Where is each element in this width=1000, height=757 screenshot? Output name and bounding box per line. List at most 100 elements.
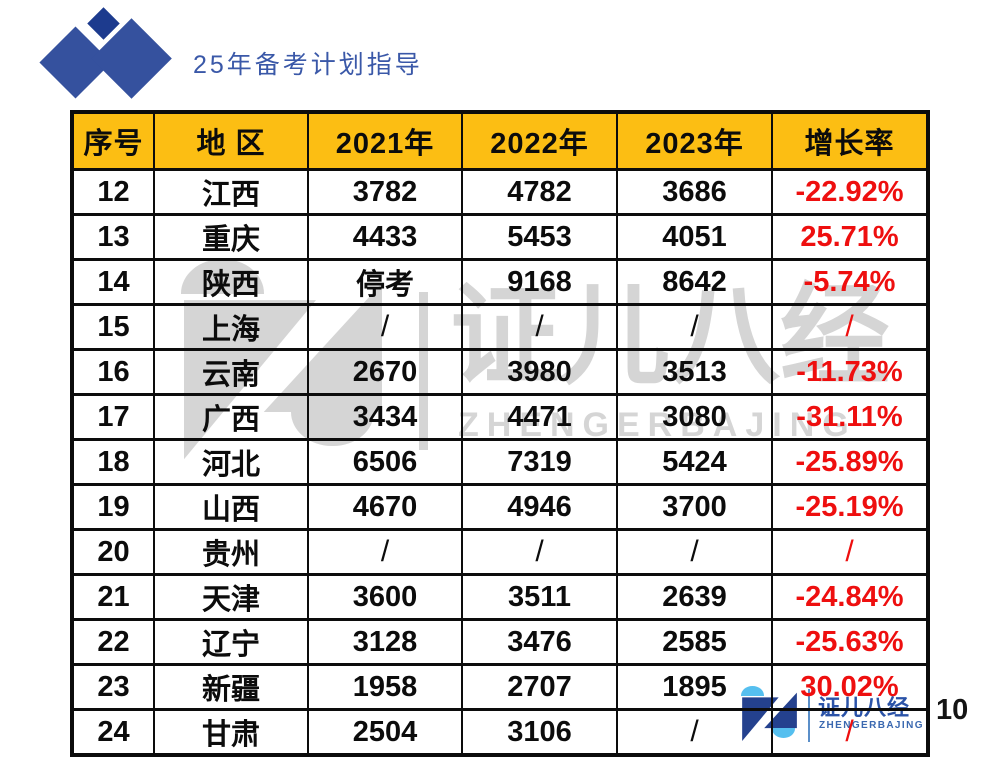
cell-y2023: 3080 bbox=[616, 393, 773, 441]
cell-y2022: 4782 bbox=[461, 168, 618, 216]
table-header-row: 序号地 区 2021年 2022年 2023年 增长率 bbox=[71, 110, 929, 171]
cell-y2023: / bbox=[616, 708, 773, 757]
cell-y2023: 1895 bbox=[616, 663, 773, 711]
cell-no: 22 bbox=[71, 618, 155, 666]
page-number: 10 bbox=[936, 694, 969, 726]
cell-y2022: 4946 bbox=[461, 483, 618, 531]
cell-y2021: 3600 bbox=[307, 573, 463, 621]
cell-region: 江西 bbox=[153, 168, 309, 216]
cell-growth: / bbox=[771, 708, 929, 757]
slide-title: 25年备考计划指导 bbox=[193, 51, 423, 79]
cell-no: 16 bbox=[71, 348, 155, 396]
column-header-1: 地 区 bbox=[153, 110, 309, 171]
cell-no: 23 bbox=[71, 663, 155, 711]
cell-y2021: 3782 bbox=[307, 168, 463, 216]
table-row: 21 天津 3600 3511 2639 -24.84% bbox=[71, 573, 929, 621]
table-row: 22 辽宁 3128 3476 2585 -25.63% bbox=[71, 618, 929, 666]
cell-no: 17 bbox=[71, 393, 155, 441]
cell-y2022: 3980 bbox=[461, 348, 618, 396]
table-row: 16 云南 2670 3980 3513 -11.73% bbox=[71, 348, 929, 396]
cell-no: 19 bbox=[71, 483, 155, 531]
cell-y2021: 2670 bbox=[307, 348, 463, 396]
cell-y2022: 2707 bbox=[461, 663, 618, 711]
column-header-0: 序号 bbox=[71, 110, 155, 171]
cell-growth: -24.84% bbox=[771, 573, 929, 621]
cell-no: 18 bbox=[71, 438, 155, 486]
cell-no: 14 bbox=[71, 258, 155, 306]
cell-y2021: / bbox=[307, 303, 463, 351]
table-row: 20 贵州 / / / / bbox=[71, 528, 929, 576]
cell-no: 21 bbox=[71, 573, 155, 621]
cell-no: 24 bbox=[71, 708, 155, 757]
cell-y2022: 7319 bbox=[461, 438, 618, 486]
table-row: 24 甘肃 2504 3106// bbox=[71, 708, 929, 757]
cell-growth: 30.02% bbox=[771, 663, 929, 711]
column-header-3: 2022年 bbox=[461, 110, 618, 171]
cell-y2022: / bbox=[461, 528, 618, 576]
cell-growth: / bbox=[771, 528, 929, 576]
cell-y2022: 3476 bbox=[461, 618, 618, 666]
cell-region: 甘肃 bbox=[153, 708, 309, 757]
cell-y2022: 3511 bbox=[461, 573, 618, 621]
cell-y2021: 停考 bbox=[307, 258, 463, 306]
cell-region: 广西 bbox=[153, 393, 309, 441]
table-row: 23 新疆 1958 2707 1895 30.02% bbox=[71, 663, 929, 711]
table-body: 12 江西 3782 4782 3686 -22.92% 13 重庆 4433 5453 4051 2… bbox=[71, 168, 929, 757]
cell-y2021: 3128 bbox=[307, 618, 463, 666]
exam-data-table: 序号地 区 2021年 2022年 2023年 增长率 12 江西 3782 4782 3686… bbox=[70, 110, 930, 757]
cell-y2021: 1958 bbox=[307, 663, 463, 711]
table-row: 13 重庆 4433 5453 4051 25.71% bbox=[71, 213, 929, 261]
cell-growth: -25.63% bbox=[771, 618, 929, 666]
table-row: 15 上海 / / / / bbox=[71, 303, 929, 351]
cell-y2023: 3700 bbox=[616, 483, 773, 531]
cell-no: 12 bbox=[71, 168, 155, 216]
cell-region: 重庆 bbox=[153, 213, 309, 261]
cell-growth: -22.92% bbox=[771, 168, 929, 216]
cell-y2023: / bbox=[616, 303, 773, 351]
cell-y2023: 2639 bbox=[616, 573, 773, 621]
table-row: 18 河北 6506 7319 5424 -25.89% bbox=[71, 438, 929, 486]
cell-y2023: / bbox=[616, 528, 773, 576]
cell-no: 13 bbox=[71, 213, 155, 261]
cell-growth: -31.11% bbox=[771, 393, 929, 441]
cell-y2022: 5453 bbox=[461, 213, 618, 261]
cell-y2021: 4670 bbox=[307, 483, 463, 531]
cell-y2022: / bbox=[461, 303, 618, 351]
cell-growth: 25.71% bbox=[771, 213, 929, 261]
column-header-4: 2023年 bbox=[616, 110, 773, 171]
cell-y2023: 2585 bbox=[616, 618, 773, 666]
cell-y2023: 3513 bbox=[616, 348, 773, 396]
cell-y2023: 3686 bbox=[616, 168, 773, 216]
cell-y2022: 9168 bbox=[461, 258, 618, 306]
cell-growth: -5.74% bbox=[771, 258, 929, 306]
column-header-2: 2021年 bbox=[307, 110, 463, 171]
cell-y2021: 3434 bbox=[307, 393, 463, 441]
cell-y2022: 4471 bbox=[461, 393, 618, 441]
cell-growth: -11.73% bbox=[771, 348, 929, 396]
cell-region: 山西 bbox=[153, 483, 309, 531]
cell-growth: -25.19% bbox=[771, 483, 929, 531]
cell-region: 新疆 bbox=[153, 663, 309, 711]
cell-region: 贵州 bbox=[153, 528, 309, 576]
table-row: 17 广西 3434 4471 3080 -31.11% bbox=[71, 393, 929, 441]
cell-y2021: 6506 bbox=[307, 438, 463, 486]
cell-growth: / bbox=[771, 303, 929, 351]
cell-y2021: 4433 bbox=[307, 213, 463, 261]
cell-y2023: 8642 bbox=[616, 258, 773, 306]
cell-region: 上海 bbox=[153, 303, 309, 351]
cell-y2023: 5424 bbox=[616, 438, 773, 486]
cell-growth: -25.89% bbox=[771, 438, 929, 486]
cell-region: 河北 bbox=[153, 438, 309, 486]
column-header-5: 增长率 bbox=[771, 110, 929, 171]
cell-y2023: 4051 bbox=[616, 213, 773, 261]
cell-y2022: 3106 bbox=[461, 708, 618, 757]
cell-y2021: 2504 bbox=[307, 708, 463, 757]
cell-region: 陕西 bbox=[153, 258, 309, 306]
cell-no: 20 bbox=[71, 528, 155, 576]
cell-region: 云南 bbox=[153, 348, 309, 396]
table-row: 19 山西 4670 4946 3700 -25.19% bbox=[71, 483, 929, 531]
table-row: 12 江西 3782 4782 3686 -22.92% bbox=[71, 168, 929, 216]
cell-no: 15 bbox=[71, 303, 155, 351]
cell-region: 天津 bbox=[153, 573, 309, 621]
table-row: 14 陕西 停考 9168 8642 -5.74% bbox=[71, 258, 929, 306]
